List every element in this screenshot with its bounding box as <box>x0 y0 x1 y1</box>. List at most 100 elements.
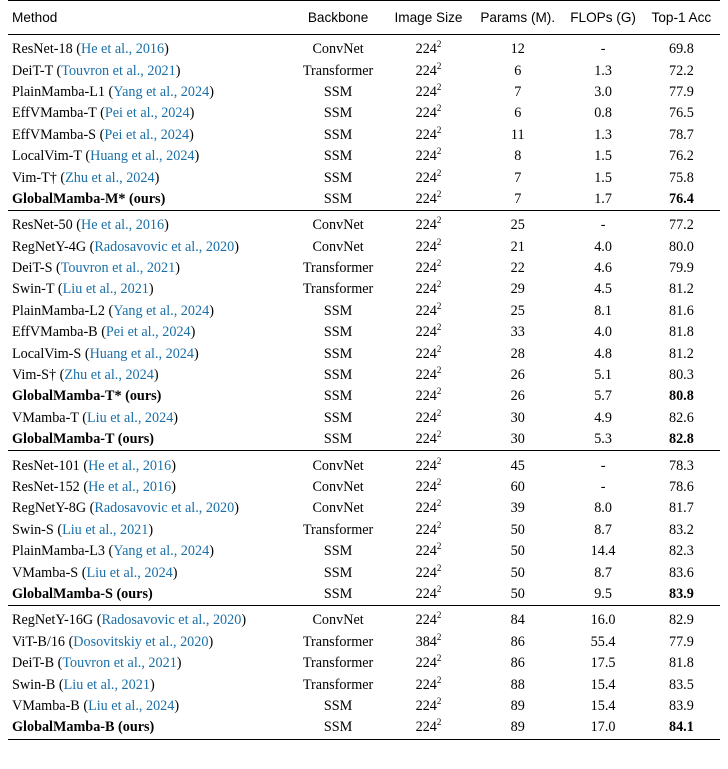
flops-cell: 16.0 <box>563 605 643 632</box>
top1-acc-cell: 81.2 <box>668 345 694 362</box>
method-cell: ViT-B/16 (Dosovitskiy et al., 2020) <box>12 633 214 650</box>
table-row: Vim-S† (Zhu et al., 2024) SSM 2242 26 5.1 80.… <box>8 365 720 386</box>
backbone-cell: SSM <box>323 564 353 581</box>
method-name: DeiT-B <box>12 655 55 672</box>
flops-cell: 1.5 <box>594 169 612 186</box>
image-size-exponent: 2 <box>436 322 442 333</box>
backbone-cell: Transformer <box>302 655 374 672</box>
top1-acc-cell: 78.6 <box>668 479 694 495</box>
citation-link[interactable]: Touvron et al., 2021 <box>61 62 176 79</box>
top1-acc-cell: 82.8 <box>668 431 694 448</box>
method-name: Vim-S† <box>12 367 57 384</box>
image-size-cell: 2242 <box>385 103 472 124</box>
citation-link[interactable]: Huang et al., 2024 <box>89 345 194 362</box>
citation-link[interactable]: Radosavovic et al., 2020 <box>101 612 242 629</box>
citation-link[interactable]: Radosavovic et al., 2020 <box>94 500 235 517</box>
method-name: PlainMamba-L3 <box>12 543 105 560</box>
backbone-cell: SSM <box>323 543 353 560</box>
params-cell: 86 <box>510 655 525 672</box>
flops-cell: 4.9 <box>594 409 612 426</box>
citation-link[interactable]: Yang et al., 2024 <box>113 302 210 319</box>
citation-link[interactable]: Zhu et al., 2024 <box>64 367 154 384</box>
image-size-exponent: 2 <box>436 39 442 50</box>
method-name: Swin-B <box>12 676 56 693</box>
citation-link[interactable]: Yang et al., 2024 <box>113 543 210 560</box>
method-cell: Vim-S† (Zhu et al., 2024) <box>12 367 159 384</box>
method-name: GlobalMamba-S (ours) <box>12 585 153 602</box>
image-size-exponent: 2 <box>436 674 442 685</box>
top1-acc-cell: 76.2 <box>668 148 694 165</box>
method-cell: LocalVim-S (Huang et al., 2024) <box>12 345 199 362</box>
backbone-cell: ConvNet <box>291 210 385 237</box>
citation-link[interactable]: Pei et al., 2024 <box>104 105 190 122</box>
table-row: Vim-T† (Zhu et al., 2024) SSM 2242 7 1.5 75.8 <box>8 167 720 188</box>
citation-link[interactable]: Pei et al., 2024 <box>104 126 190 143</box>
top1-acc-cell: 76.5 <box>668 105 694 122</box>
citation-link[interactable]: Touvron et al., 2021 <box>60 260 176 277</box>
image-size-exponent: 2 <box>436 124 442 135</box>
citation-link[interactable]: Huang et al., 2024 <box>90 148 195 165</box>
table-group-4: RegNetY-16G (Radosavovic et al., 2020) Co… <box>8 605 720 740</box>
citation-link[interactable]: Liu et al., 2024 <box>88 697 175 714</box>
image-size-base: 224 <box>415 431 437 448</box>
params-cell: 11 <box>510 126 525 143</box>
citation-link[interactable]: Liu et al., 2021 <box>62 521 149 538</box>
backbone-cell: SSM <box>323 697 353 714</box>
citation-link[interactable]: Pei et al., 2024 <box>105 324 191 341</box>
flops-cell: 4.0 <box>594 324 612 341</box>
method-cell: ResNet-101 (He et al., 2016) <box>8 450 292 477</box>
method-name: PlainMamba-L2 <box>12 302 105 319</box>
image-size-cell: 2242 <box>385 301 472 322</box>
image-size-cell: 2242 <box>385 674 472 695</box>
table-row: PlainMamba-L2 (Yang et al., 2024) SSM 2242… <box>8 301 720 322</box>
flops-cell: 14.4 <box>590 543 616 560</box>
citation-link[interactable]: Liu et al., 2021 <box>63 676 150 693</box>
top1-acc-cell: 83.5 <box>668 676 694 693</box>
citation-link[interactable]: Radosavovic et al., 2020 <box>94 238 235 255</box>
table-row: ResNet-101 (He et al., 2016) ConvNet 2242 4… <box>8 450 720 477</box>
citation-link[interactable]: Liu et al., 2021 <box>62 281 149 298</box>
citation-link[interactable]: Dosovitskiy et al., 2020 <box>73 633 209 650</box>
image-size-exponent: 2 <box>436 455 442 466</box>
flops-cell: 9.5 <box>594 585 612 602</box>
method-name: EffVMamba-T <box>12 105 97 122</box>
method-cell: GlobalMamba-B (ours) <box>8 717 292 740</box>
table-row: RegNetY-16G (Radosavovic et al., 2020) Co… <box>8 605 720 632</box>
flops-cell: 1.3 <box>594 62 612 79</box>
backbone-cell: SSM <box>323 302 353 319</box>
method-cell: PlainMamba-L2 (Yang et al., 2024) <box>12 302 214 319</box>
image-size-base: 224 <box>415 521 437 538</box>
backbone-cell: SSM <box>323 126 353 143</box>
flops-cell: 1.3 <box>594 126 612 143</box>
top1-acc-cell: 83.9 <box>668 585 694 602</box>
image-size-exponent: 2 <box>436 583 442 594</box>
citation-link[interactable]: Liu et al., 2024 <box>86 564 173 581</box>
citation-link[interactable]: Liu et al., 2024 <box>87 409 174 426</box>
citation-link[interactable]: Zhu et al., 2024 <box>65 169 155 186</box>
table-row: RegNetY-8G (Radosavovic et al., 2020) Con… <box>8 498 720 519</box>
table-row: VMamba-S (Liu et al., 2024) SSM 2242 50 8.7 8… <box>8 562 720 583</box>
image-size-exponent: 2 <box>436 215 442 226</box>
image-size-cell: 2242 <box>385 82 472 103</box>
image-size-exponent: 2 <box>436 300 442 311</box>
citation-link[interactable]: Yang et al., 2024 <box>113 83 210 100</box>
header-row: Method Backbone Image Size Params (M). F… <box>8 0 720 35</box>
image-size-exponent: 2 <box>436 279 442 290</box>
citation-link[interactable]: He et al., 2016 <box>80 217 165 234</box>
citation-link[interactable]: Touvron et al., 2021 <box>62 655 177 672</box>
flops-cell: 15.4 <box>590 676 616 693</box>
top1-acc-cell: 69.8 <box>642 34 720 61</box>
citation-link[interactable]: He et al., 2016 <box>88 479 172 495</box>
image-size-exponent: 2 <box>436 477 442 487</box>
header-top1-acc: Top-1 Acc <box>642 0 720 35</box>
params-cell: 8 <box>514 148 522 165</box>
top1-acc-cell: 83.6 <box>668 564 694 581</box>
backbone-cell: SSM <box>323 409 353 426</box>
method-cell: Vim-T† (Zhu et al., 2024) <box>12 169 160 186</box>
image-size-base: 224 <box>415 260 437 277</box>
citation-link[interactable]: He et al., 2016 <box>88 457 172 474</box>
flops-cell: 8.1 <box>594 302 612 319</box>
citation-link[interactable]: He et al., 2016 <box>80 41 165 58</box>
params-cell: 7 <box>514 190 522 207</box>
method-cell: EffVMamba-S (Pei et al., 2024) <box>12 126 194 143</box>
